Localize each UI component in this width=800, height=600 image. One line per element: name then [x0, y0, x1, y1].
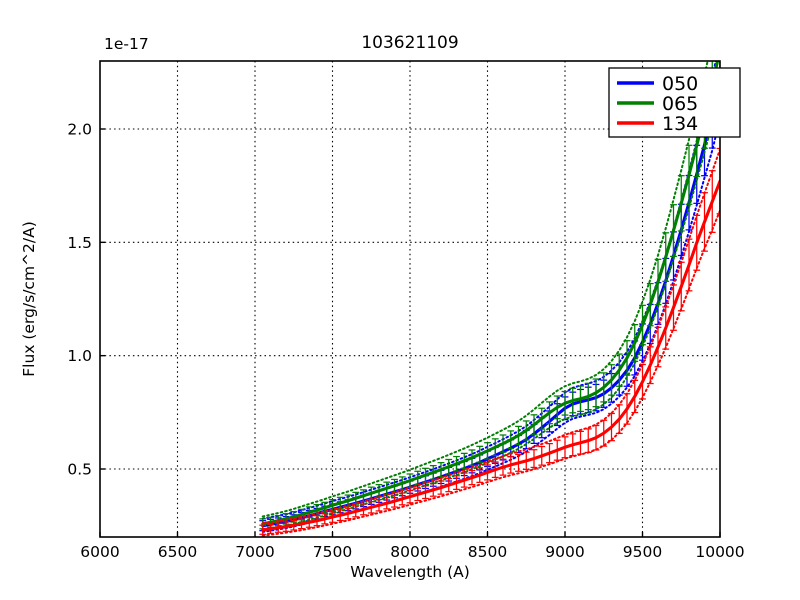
- series-065: [259, 61, 720, 532]
- y-axis-ticks: 0.5 1.0 1.5 2.0: [67, 121, 105, 479]
- data-series-layer: [259, 61, 720, 537]
- legend-label-065: 065: [662, 93, 698, 115]
- x-tick-label: 7500: [313, 543, 352, 561]
- x-tick-label: 6500: [158, 543, 197, 561]
- x-tick-label: 9500: [623, 543, 662, 561]
- band-upper-134: [261, 148, 720, 525]
- x-tick-label: 7000: [235, 543, 274, 561]
- x-tick-label: 9000: [545, 543, 584, 561]
- line-134: [261, 179, 720, 532]
- legend-label-050: 050: [662, 73, 698, 95]
- legend-label-134: 134: [662, 113, 698, 135]
- x-tick-label: 8000: [390, 543, 429, 561]
- x-tick-label: 10000: [695, 543, 744, 561]
- legend-entry-050[interactable]: 050: [617, 73, 698, 95]
- x-tick-label: 6000: [80, 543, 119, 561]
- x-tick-label: 8500: [468, 543, 507, 561]
- series-134: [259, 147, 720, 537]
- x-axis-label: Wavelength (A): [350, 563, 470, 581]
- y-tick-label: 2.0: [67, 121, 92, 139]
- y-tick-label: 0.5: [67, 461, 92, 479]
- legend[interactable]: 050 065 134: [608, 67, 741, 138]
- line-065: [261, 61, 720, 526]
- legend-entry-065[interactable]: 065: [617, 93, 698, 115]
- y-tick-label: 1.5: [67, 234, 92, 252]
- y-tick-label: 1.0: [67, 347, 92, 365]
- x-axis-ticks: 6000 6500 7000 7500 8000 8500 9000 9500 10000: [80, 532, 745, 561]
- band-lower-065: [261, 91, 720, 532]
- band-lower-134: [261, 209, 720, 537]
- y-axis-offset-text: 1e-17: [104, 35, 149, 53]
- y-axis-label: Flux (erg/s/cm^2/A): [20, 221, 38, 377]
- band-upper-065: [261, 61, 709, 518]
- plot-title: 103621109: [361, 33, 458, 53]
- legend-entry-134[interactable]: 134: [617, 113, 698, 135]
